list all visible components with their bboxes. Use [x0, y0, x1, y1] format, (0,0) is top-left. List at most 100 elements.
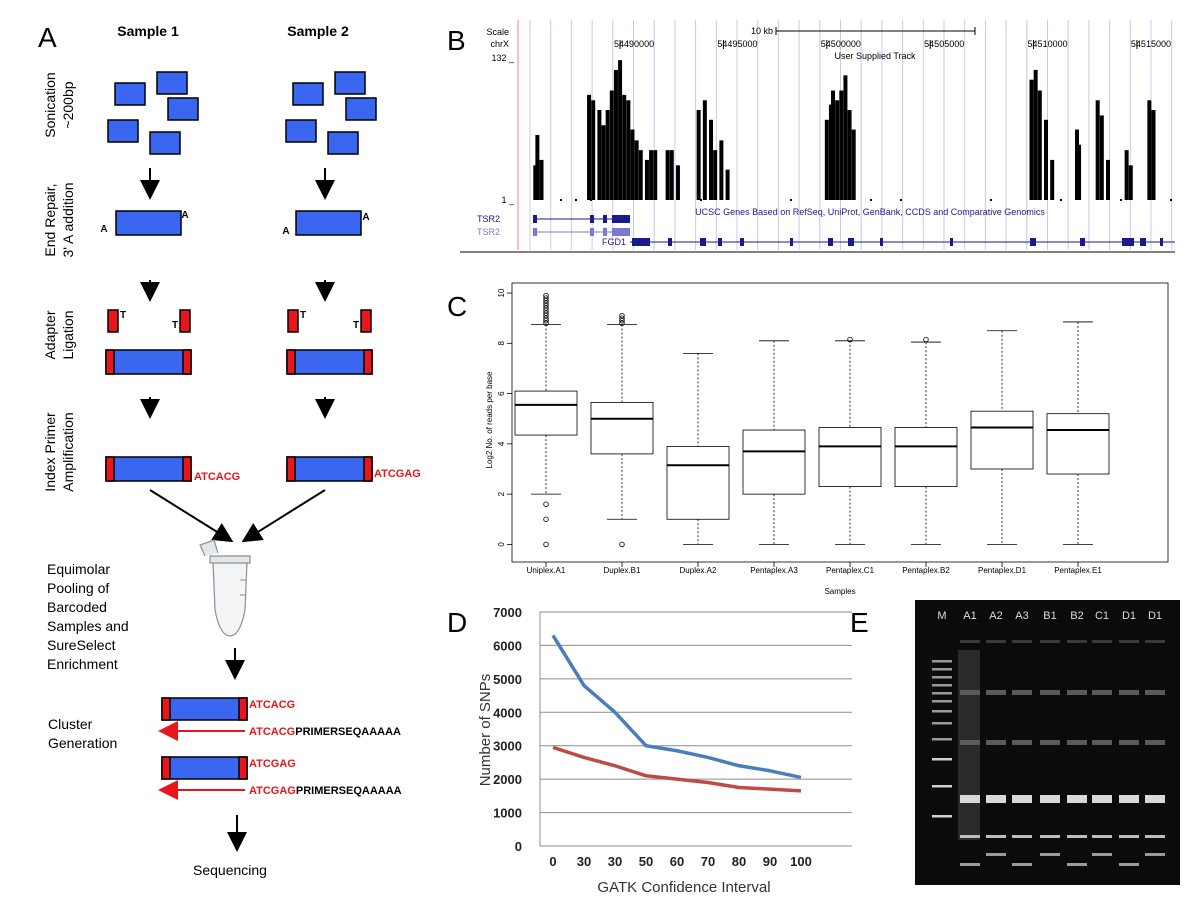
pooling-label: Equimolar	[47, 561, 110, 577]
lane-label: A3	[1015, 610, 1028, 622]
box	[970, 410, 1034, 470]
fragment	[334, 71, 366, 95]
coverage-bar	[847, 110, 852, 200]
outlier	[543, 541, 549, 548]
track-name: User Supplied Track	[834, 51, 916, 61]
gel-band	[1067, 690, 1087, 695]
box	[894, 427, 958, 487]
coverage-bar	[605, 110, 610, 200]
coverage-bar	[539, 159, 544, 200]
gel-band	[960, 740, 980, 745]
outlier	[543, 292, 549, 299]
y-tick-label: 4	[497, 441, 506, 446]
overhang: T	[300, 310, 306, 321]
primer-suffix: PRIMERSEQAAAAA	[295, 726, 401, 738]
pooling-label: Pooling of	[47, 580, 109, 596]
adapter	[360, 309, 372, 333]
x-tick-label: 100	[790, 854, 812, 869]
coverage-bar	[1095, 100, 1100, 200]
x-axis-label: GATK Confidence Interval	[597, 879, 770, 896]
step-label: Amplification	[60, 412, 76, 491]
outlier	[619, 312, 625, 319]
fragment	[156, 71, 188, 95]
panel-label: A	[38, 22, 57, 53]
exon	[603, 228, 607, 236]
coverage-bar	[843, 75, 848, 200]
x-tick-label: 0	[549, 854, 556, 869]
coverage-bar	[1124, 150, 1129, 200]
y-axis-label: Log2 No. of reads per base	[485, 371, 494, 469]
adapter	[179, 309, 191, 333]
arrow	[149, 489, 234, 543]
pooling-label: Enrichment	[47, 656, 118, 672]
gel-band	[1119, 640, 1139, 643]
overhang: A	[100, 224, 107, 235]
chromosome: chrX	[490, 39, 509, 49]
adapter	[363, 456, 373, 482]
barcode: ATCACG	[249, 699, 295, 711]
overhang: T	[120, 310, 126, 321]
gel-band	[1092, 853, 1112, 856]
x-tick-label: 54505000	[924, 39, 964, 49]
exon	[880, 238, 883, 246]
coverage-bar	[1043, 119, 1048, 200]
coverage-bar	[591, 100, 596, 200]
gel-band	[1040, 795, 1060, 803]
exon	[740, 238, 744, 246]
y-tick-label: 3000	[493, 739, 522, 754]
x-tick-label: 54515000	[1131, 39, 1171, 49]
lane-label: A2	[989, 610, 1002, 622]
x-tick-label: 30	[577, 854, 591, 869]
x-tick-label: 54495000	[717, 39, 757, 49]
coverage-bar	[587, 94, 592, 200]
coverage-dot	[870, 199, 872, 201]
exon	[718, 238, 722, 246]
ladder-band	[932, 660, 952, 663]
coverage-bar	[824, 119, 829, 200]
gel-band	[1067, 640, 1087, 643]
exon	[668, 238, 672, 246]
outlier	[923, 336, 929, 343]
gene-label: TSR2	[477, 227, 500, 237]
arrow	[241, 489, 326, 543]
y-tick-label: 8	[497, 341, 506, 346]
step-label: 3' A addition	[60, 182, 76, 257]
lane-label: B1	[1043, 610, 1056, 622]
outlier	[543, 310, 549, 316]
coverage-bar	[835, 100, 840, 200]
outlier	[619, 541, 625, 548]
barcode: ATCACG	[194, 471, 240, 483]
overhang: A	[181, 210, 188, 221]
coverage-bar	[1147, 100, 1152, 200]
gel-band	[1145, 690, 1165, 695]
fragment	[295, 210, 362, 236]
exon	[1122, 238, 1134, 246]
x-tick-label: Pentaplex.D1	[978, 566, 1027, 575]
ladder-band	[932, 785, 952, 788]
overhang: A	[282, 226, 289, 237]
ladder-band	[932, 668, 952, 671]
ladder-band	[932, 815, 952, 818]
coverage-bar	[831, 90, 836, 200]
gel-band	[986, 853, 1006, 856]
step-label: Adapter	[42, 310, 58, 359]
coverage-bar	[622, 94, 627, 200]
y-tick-label: 2	[497, 491, 506, 496]
exon	[533, 228, 537, 236]
gel-band	[986, 640, 1006, 643]
outlier	[543, 315, 549, 321]
coverage-bar	[669, 150, 674, 200]
y-tick-label: 0	[497, 542, 506, 547]
coverage-bar	[702, 100, 707, 200]
gel-band	[1012, 740, 1032, 745]
coverage-bar	[709, 119, 714, 200]
fragment	[115, 210, 182, 236]
overhang: T	[172, 320, 178, 331]
x-axis-label: Samples	[824, 587, 855, 596]
lane-label: D1	[1148, 610, 1162, 622]
step-label: Index Primer	[42, 412, 58, 492]
gel-band	[960, 863, 980, 866]
exon	[612, 215, 630, 223]
coverage-dot	[990, 199, 992, 201]
